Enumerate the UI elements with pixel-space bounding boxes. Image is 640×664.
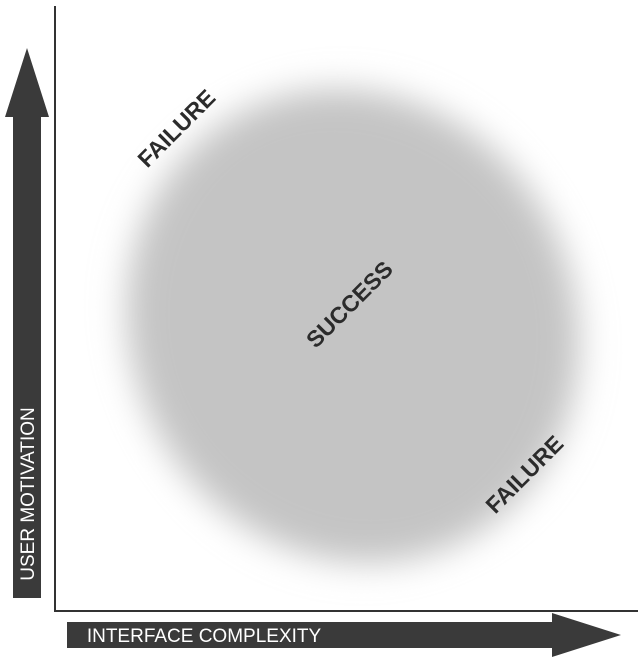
x-axis-label: INTERFACE COMPLEXITY <box>87 626 322 647</box>
success-zone <box>126 89 580 563</box>
x-axis-arrow <box>67 613 621 657</box>
y-axis-arrow <box>5 48 49 598</box>
y-axis-label: USER MOTIVATION <box>18 407 39 580</box>
